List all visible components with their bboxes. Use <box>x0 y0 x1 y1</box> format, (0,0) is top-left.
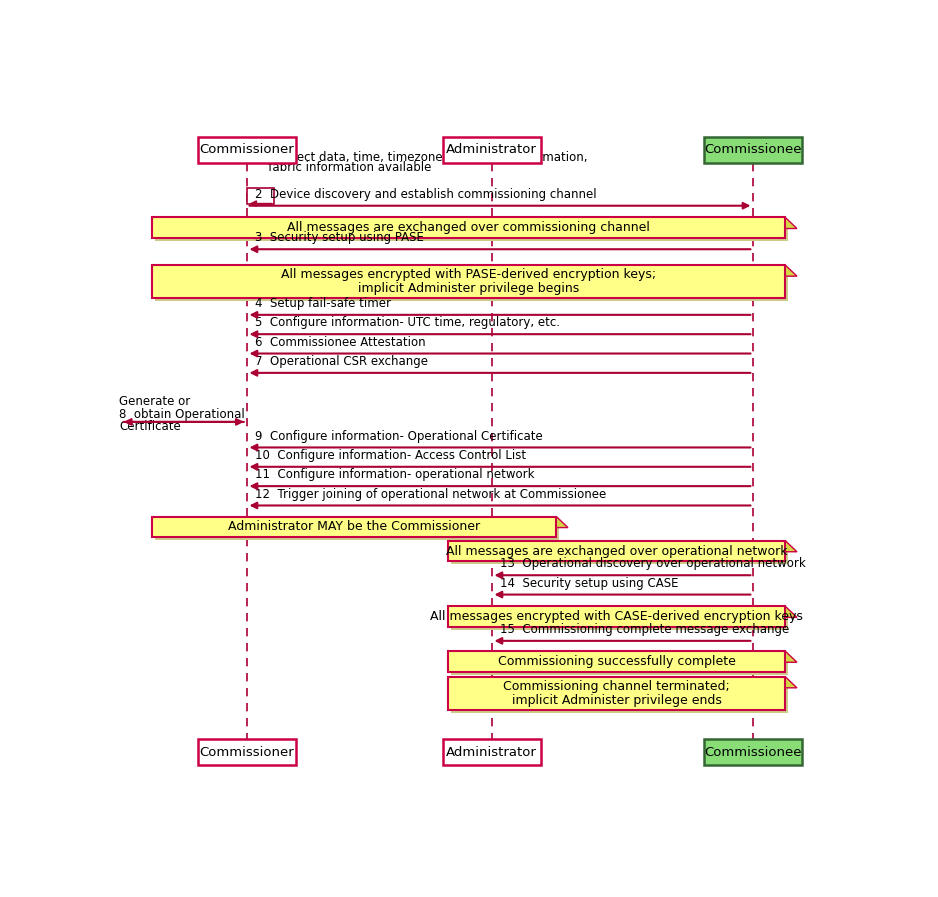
FancyBboxPatch shape <box>451 609 788 630</box>
Text: Generate or: Generate or <box>119 395 190 408</box>
FancyBboxPatch shape <box>247 188 274 204</box>
FancyBboxPatch shape <box>152 517 556 537</box>
Text: All messages encrypted with PASE-derived encryption keys;: All messages encrypted with PASE-derived… <box>281 268 657 282</box>
FancyBboxPatch shape <box>443 739 540 765</box>
FancyBboxPatch shape <box>155 268 788 301</box>
Text: All messages are exchanged over operational network: All messages are exchanged over operatio… <box>446 544 787 558</box>
Text: Commissionee: Commissionee <box>704 144 802 156</box>
FancyBboxPatch shape <box>443 136 540 163</box>
FancyBboxPatch shape <box>704 136 802 163</box>
FancyBboxPatch shape <box>152 266 785 299</box>
Text: 11  Configure information- operational network: 11 Configure information- operational ne… <box>255 468 535 482</box>
Text: 9  Configure information- Operational Certificate: 9 Configure information- Operational Cer… <box>255 430 543 442</box>
Text: 3  Security setup using PASE: 3 Security setup using PASE <box>255 231 424 244</box>
FancyBboxPatch shape <box>448 606 785 627</box>
FancyBboxPatch shape <box>451 544 788 564</box>
FancyBboxPatch shape <box>451 654 788 675</box>
Text: 8  obtain Operational: 8 obtain Operational <box>119 407 245 421</box>
Text: All messages encrypted with CASE-derived encryption keys: All messages encrypted with CASE-derived… <box>431 610 803 623</box>
Text: implicit Administer privilege begins: implicit Administer privilege begins <box>358 282 580 295</box>
Text: 15  Commissioning complete message exchange: 15 Commissioning complete message exchan… <box>500 623 790 636</box>
Polygon shape <box>785 266 797 276</box>
Text: 10  Configure information- Access Control List: 10 Configure information- Access Control… <box>255 449 526 462</box>
Text: Administrator MAY be the Commissioner: Administrator MAY be the Commissioner <box>228 520 480 534</box>
Text: 4  Setup fail-safe timer: 4 Setup fail-safe timer <box>255 297 391 310</box>
Text: Administrator: Administrator <box>446 745 537 759</box>
Text: 6  Commissionee Attestation: 6 Commissionee Attestation <box>255 335 426 349</box>
Text: 7  Operational CSR exchange: 7 Operational CSR exchange <box>255 355 429 368</box>
Text: Commissioning successfully complete: Commissioning successfully complete <box>498 655 735 668</box>
Text: Commissioning channel terminated;: Commissioning channel terminated; <box>504 680 730 693</box>
FancyBboxPatch shape <box>451 680 788 713</box>
Text: Commissioner: Commissioner <box>199 144 294 156</box>
FancyBboxPatch shape <box>198 136 295 163</box>
Text: 13  Operational discovery over operational network: 13 Operational discovery over operationa… <box>500 557 806 570</box>
FancyBboxPatch shape <box>155 519 559 540</box>
Text: 14  Security setup using CASE: 14 Security setup using CASE <box>500 577 679 589</box>
Polygon shape <box>785 676 797 688</box>
Text: Commissioner: Commissioner <box>199 745 294 759</box>
Text: 2  Device discovery and establish commissioning channel: 2 Device discovery and establish commiss… <box>255 187 597 201</box>
Text: 1  Correct data, time, timezone, regulatory information,: 1 Correct data, time, timezone, regulato… <box>257 152 587 164</box>
Text: All messages are exchanged over commissioning channel: All messages are exchanged over commissi… <box>287 222 650 234</box>
Text: Certificate: Certificate <box>119 420 181 433</box>
Polygon shape <box>785 541 797 552</box>
FancyBboxPatch shape <box>448 651 785 672</box>
Polygon shape <box>785 606 797 617</box>
Text: 12  Trigger joining of operational network at Commissionee: 12 Trigger joining of operational networ… <box>255 488 607 501</box>
Polygon shape <box>785 217 797 229</box>
Polygon shape <box>556 517 568 527</box>
FancyBboxPatch shape <box>448 541 785 562</box>
Text: fabric information available: fabric information available <box>257 161 431 174</box>
FancyBboxPatch shape <box>448 676 785 710</box>
Text: Administrator: Administrator <box>446 144 537 156</box>
FancyBboxPatch shape <box>152 217 785 239</box>
FancyBboxPatch shape <box>198 739 295 765</box>
Text: 5  Configure information- UTC time, regulatory, etc.: 5 Configure information- UTC time, regul… <box>255 317 560 329</box>
FancyBboxPatch shape <box>155 221 788 241</box>
Text: Commissionee: Commissionee <box>704 745 802 759</box>
Polygon shape <box>785 651 797 662</box>
Text: implicit Administer privilege ends: implicit Administer privilege ends <box>512 693 721 707</box>
FancyBboxPatch shape <box>704 739 802 765</box>
